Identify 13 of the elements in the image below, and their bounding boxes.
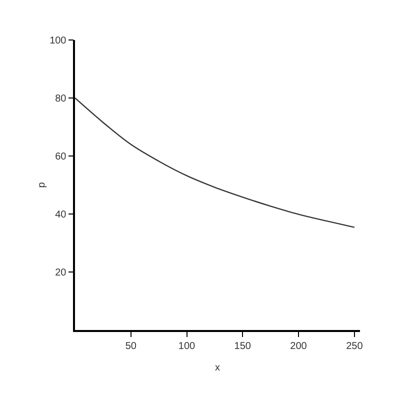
y-axis-title: p bbox=[36, 182, 48, 188]
line-series bbox=[75, 97, 356, 228]
x-tick-label: 200 bbox=[290, 340, 308, 352]
x-tick-label: 50 bbox=[125, 340, 137, 352]
x-tick-label: 150 bbox=[234, 340, 252, 352]
y-tick-label: 100 bbox=[50, 36, 67, 46]
y-tick-label: 40 bbox=[55, 210, 67, 220]
y-tick-label: 20 bbox=[55, 268, 67, 278]
y-tick-label: 80 bbox=[55, 94, 67, 104]
x-tick-label: 250 bbox=[346, 340, 364, 352]
x-tick-label: 100 bbox=[178, 340, 196, 352]
x-axis-title: x bbox=[215, 362, 220, 374]
y-tick-label: 60 bbox=[55, 152, 67, 162]
